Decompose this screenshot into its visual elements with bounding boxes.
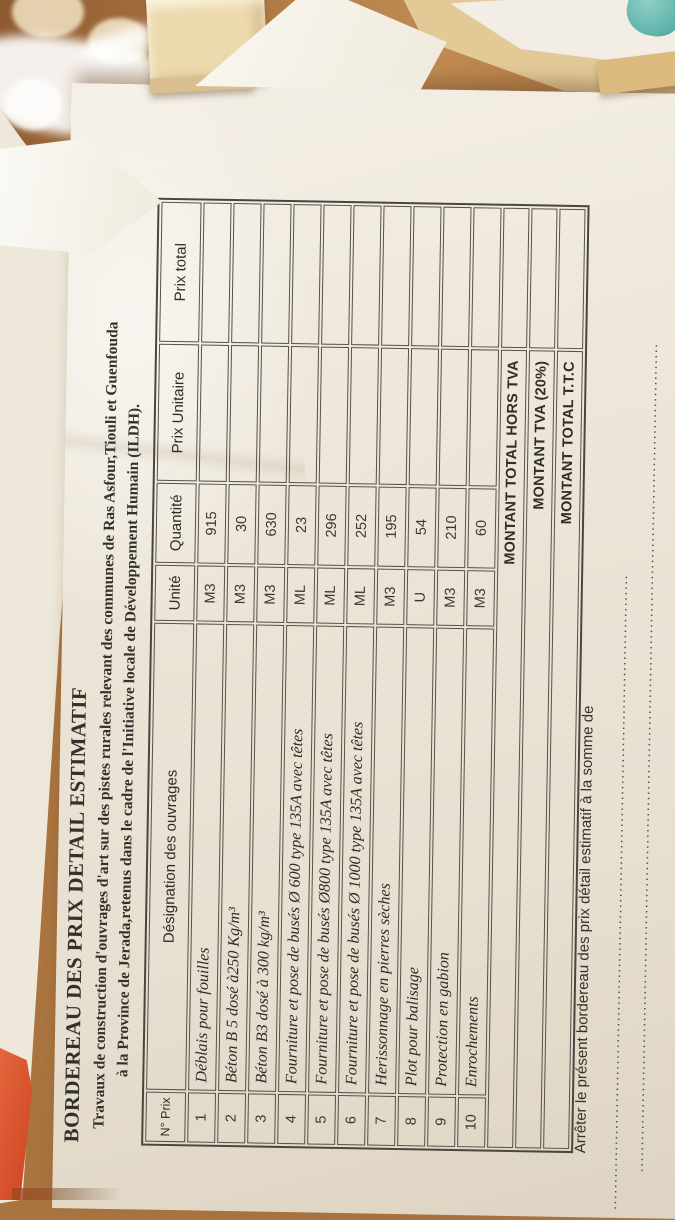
price-table: N° Prix Désignation des ouvrages Unité Q… [141,197,590,1154]
total-value [529,208,558,349]
cell-qty: 195 [377,486,407,567]
cell-qty: 60 [467,487,497,569]
cell-unit: M3 [196,565,226,622]
cell-prix-unitaire [438,349,470,486]
cell-prix-unitaire [198,344,230,482]
cell-num: 7 [367,1095,397,1146]
cell-prix-total [441,206,472,348]
cell-prix-total [291,204,322,345]
header-prix-total: Prix total [159,201,202,343]
header-prix-unitaire: Prix Unitaire [156,344,200,482]
cell-qty: 915 [197,483,227,564]
cell-qty: 296 [317,485,347,566]
cell-prix-total [351,205,382,346]
cell-num: 9 [427,1096,456,1148]
cell-num: 10 [457,1096,486,1148]
cell-num: 1 [187,1092,217,1143]
cell-unit: M3 [466,569,496,627]
cell-unit: M3 [226,565,256,623]
cell-qty: 23 [287,484,317,566]
cell-prix-total [471,207,502,349]
header-designation: Désignation des ouvrages [146,622,195,1091]
cell-prix-total [411,206,442,347]
dotted-line-1: ........................................… [603,573,631,1210]
cell-prix-unitaire [318,346,350,484]
cell-prix-total [381,205,412,347]
cell-qty: 30 [227,483,257,565]
header-quantite: Quantité [155,482,197,564]
cell-num: 8 [397,1095,427,1147]
cell-num: 5 [307,1094,337,1145]
cell-unit: U [406,568,436,626]
document-sheet: BORDEREAU DES PRIX DETAIL ESTIMATIF Trav… [52,83,675,1220]
cell-unit: ML [346,567,376,625]
document-title: BORDEREAU DES PRIX DETAIL ESTIMATIF [59,686,92,1143]
cell-num: 6 [337,1094,367,1146]
cell-prix-unitaire [408,348,440,486]
cell-prix-unitaire [288,346,320,484]
cell-prix-total [231,203,262,344]
cell-unit: M3 [256,566,286,623]
cell-prix-unitaire [258,345,290,483]
cell-qty: 210 [437,487,467,568]
cell-prix-unitaire [348,347,380,485]
cell-prix-unitaire [378,347,410,485]
cell-unit: M3 [436,569,466,627]
document-paper: BORDEREAU DES PRIX DETAIL ESTIMATIF Trav… [52,83,675,1220]
total-value [501,207,530,349]
cell-prix-unitaire [468,349,500,487]
cell-unit: ML [286,566,316,624]
cell-num: 3 [247,1093,277,1144]
cell-unit: ML [316,567,346,624]
cell-unit: M3 [376,568,406,625]
cell-qty: 252 [347,485,377,567]
cell-qty: 630 [257,484,287,565]
cell-qty: 54 [407,486,437,568]
total-value [557,208,586,350]
cell-num: 2 [217,1092,247,1144]
cell-num: 4 [277,1093,307,1145]
cell-prix-unitaire [228,345,260,483]
header-num-prix: N° Prix [145,1091,187,1143]
edge-shadow [12,1188,122,1200]
header-unite: Unité [154,564,196,622]
cell-prix-total [201,202,232,344]
dotted-line-2: ........................................… [629,342,661,1173]
cell-prix-total [321,204,352,346]
cell-prix-total [261,203,292,345]
